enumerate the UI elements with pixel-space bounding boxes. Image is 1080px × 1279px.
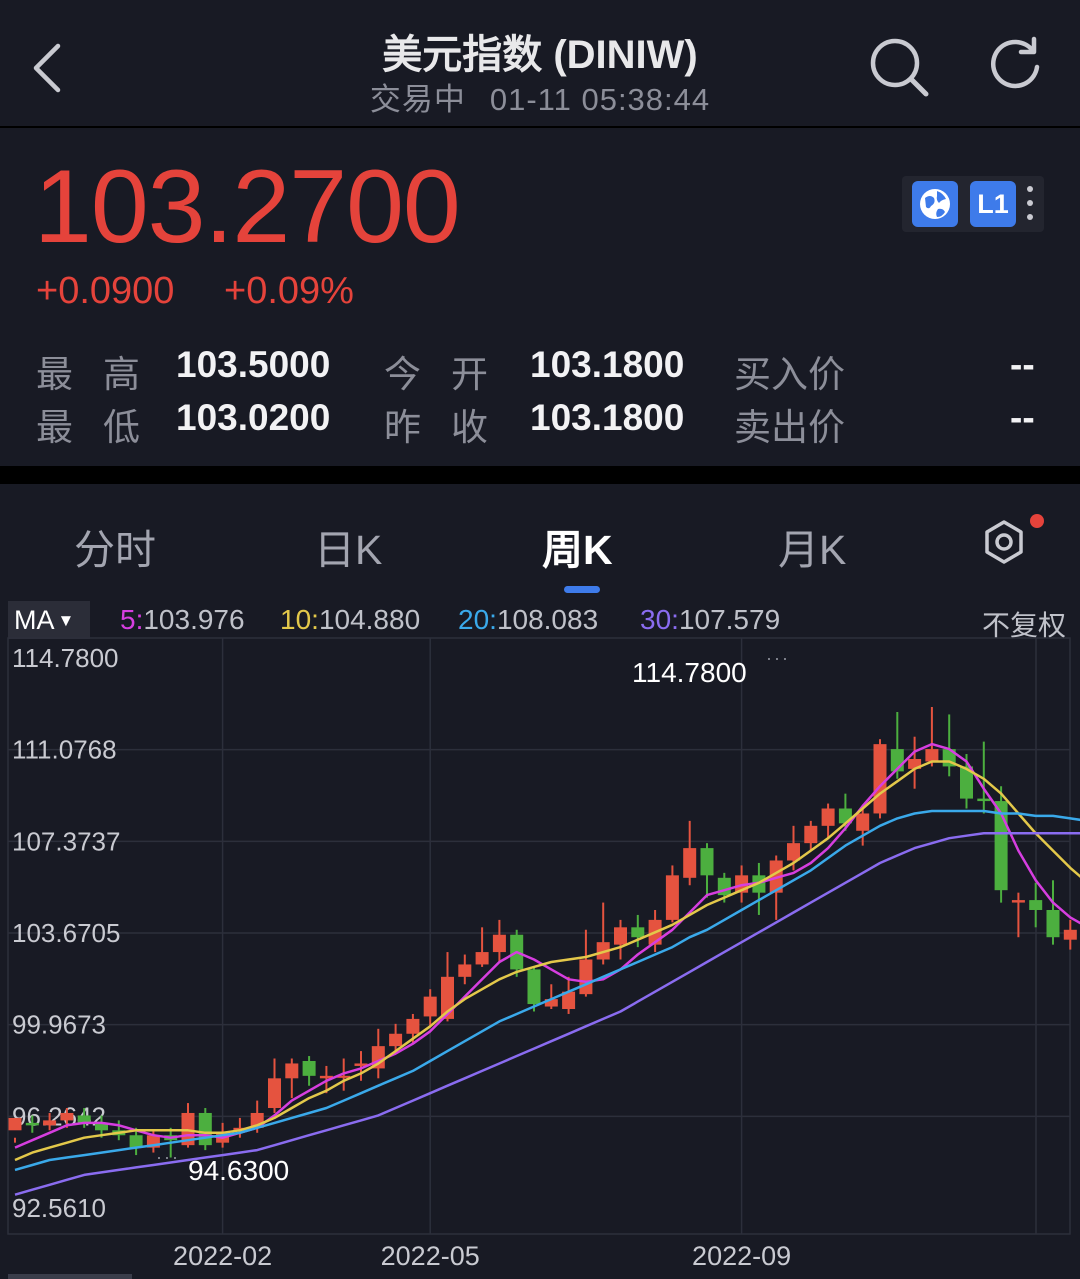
header-bar: 美元指数 (DINIW) 交易中 01-11 05:38:44	[0, 0, 1080, 126]
ma10-key: 10:	[280, 604, 319, 635]
globe-icon[interactable]	[912, 181, 958, 227]
quote-panel	[0, 128, 1080, 466]
ma-indicator-row: MA ▼ 5:103.976 10:104.880 20:108.083 30:1…	[8, 601, 1068, 641]
trading-status-line: 交易中 01-11 05:38:44	[0, 74, 1080, 119]
ma20-readout: 20:108.083	[458, 604, 598, 636]
prev-close-value: 103.1800	[530, 397, 685, 438]
active-tab-indicator	[564, 586, 600, 593]
ma-selector-button[interactable]: MA ▼	[8, 601, 90, 639]
high-value: 103.5000	[176, 344, 331, 385]
ma30-readout: 30:107.579	[640, 604, 780, 636]
open-value: 103.1800	[530, 344, 685, 385]
low-value: 103.0200	[176, 397, 331, 438]
caret-down-icon: ▼	[57, 611, 75, 630]
tab-intraday[interactable]: 分时	[74, 527, 156, 573]
ma-selector-label: MA	[14, 605, 55, 635]
ask-label: 卖出价	[734, 407, 845, 448]
tab-monthly-k[interactable]: 月K	[778, 527, 847, 573]
notification-dot	[1030, 514, 1044, 528]
page-title: 美元指数 (DINIW)	[382, 33, 698, 77]
search-icon[interactable]	[866, 34, 932, 100]
bid-label: 买入价	[734, 354, 845, 395]
ma20-value: 108.083	[496, 604, 599, 635]
price-change: +0.0900	[36, 270, 175, 312]
ma5-key: 5:	[120, 604, 144, 635]
low-label: 最低	[36, 407, 170, 448]
back-arrow-icon[interactable]	[28, 40, 68, 96]
ma5-value: 103.976	[143, 604, 245, 635]
last-price: 103.2700	[34, 149, 461, 265]
prev-close-label: 昨收	[384, 407, 518, 448]
ma30-value: 107.579	[678, 604, 781, 635]
quote-datetime: 01-11 05:38:44	[489, 82, 711, 117]
price-adjust-toggle[interactable]: 不复权	[981, 610, 1066, 641]
ma5-readout: 5:103.976	[120, 604, 245, 636]
settings-icon[interactable]	[980, 518, 1028, 566]
trading-status: 交易中	[369, 82, 466, 117]
more-icon[interactable]	[1024, 180, 1036, 226]
bid-value: --	[1010, 344, 1035, 385]
ma30-key: 30:	[640, 604, 679, 635]
tab-daily-k[interactable]: 日K	[314, 527, 383, 573]
tab-weekly-k[interactable]: 周K	[542, 527, 613, 573]
ma20-key: 20:	[458, 604, 497, 635]
price-change-percent: +0.09%	[224, 270, 354, 312]
level-badge[interactable]: L1	[970, 181, 1016, 227]
open-label: 今开	[384, 354, 518, 395]
refresh-icon[interactable]	[984, 34, 1046, 96]
ask-value: --	[1010, 397, 1035, 438]
high-label: 最高	[36, 354, 170, 395]
ma10-value: 104.880	[318, 604, 421, 635]
ma10-readout: 10:104.880	[280, 604, 420, 636]
